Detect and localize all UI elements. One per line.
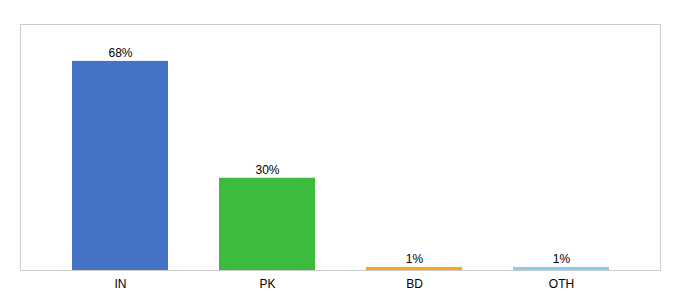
svg-text:BD: BD (406, 277, 423, 291)
svg-text:1%: 1% (553, 252, 571, 266)
svg-text:68%: 68% (108, 46, 132, 60)
svg-text:1%: 1% (406, 252, 424, 266)
svg-text:IN: IN (115, 277, 127, 291)
svg-text:PK: PK (259, 277, 275, 291)
svg-text:30%: 30% (255, 163, 279, 177)
svg-text:OTH: OTH (549, 277, 574, 291)
